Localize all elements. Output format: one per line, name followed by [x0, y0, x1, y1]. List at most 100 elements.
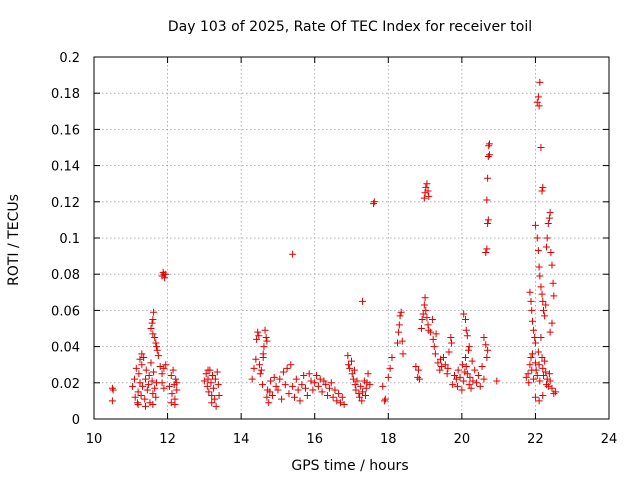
data-point [381, 395, 389, 403]
data-point [541, 357, 549, 365]
data-point [535, 361, 543, 369]
data-point [253, 335, 261, 343]
data-point [530, 326, 538, 334]
data-point [542, 243, 550, 251]
data-point [266, 388, 274, 396]
data-point [423, 314, 431, 322]
data-point [352, 386, 360, 394]
data-point [544, 382, 552, 390]
data-point [414, 366, 422, 374]
data-point [135, 370, 143, 378]
data-point [552, 388, 560, 396]
data-point [285, 390, 293, 398]
data-point [540, 306, 548, 314]
data-point [484, 153, 492, 161]
data-point [396, 312, 404, 320]
data-point [274, 386, 282, 394]
data-point [156, 363, 164, 371]
data-point [331, 386, 339, 394]
data-point [531, 359, 539, 367]
data-point [353, 377, 361, 385]
data-point [463, 370, 471, 378]
data-point [422, 306, 430, 314]
y-tick-label: 0.18 [51, 87, 80, 102]
data-point [203, 382, 211, 390]
data-point [473, 379, 481, 387]
data-point [434, 359, 442, 367]
x-tick-label: 10 [86, 432, 103, 447]
data-point [205, 388, 213, 396]
y-tick-label: 0.06 [51, 304, 80, 319]
data-point [395, 328, 403, 336]
data-point [270, 373, 278, 381]
data-point [150, 308, 158, 316]
data-point [384, 373, 392, 381]
y-axis-label: ROTI / TECUs [6, 194, 22, 286]
data-point [460, 377, 468, 385]
data-point [425, 326, 433, 334]
data-point [424, 187, 432, 195]
data-point [468, 357, 476, 365]
data-point [289, 382, 297, 390]
data-point [214, 381, 222, 389]
data-point [147, 359, 155, 367]
data-point [535, 263, 543, 271]
data-point [307, 377, 315, 385]
data-point [311, 379, 319, 387]
data-point [524, 370, 532, 378]
data-point [542, 368, 550, 376]
data-point [437, 355, 445, 363]
data-point [298, 381, 306, 389]
data-point [538, 353, 546, 361]
data-point [160, 384, 168, 392]
data-point [151, 334, 159, 342]
data-point [449, 381, 457, 389]
data-point [526, 361, 534, 369]
data-point [158, 379, 166, 387]
data-point [482, 248, 490, 256]
data-point [425, 192, 433, 200]
data-point [215, 391, 223, 399]
data-point [129, 382, 137, 390]
data-point [132, 364, 140, 372]
data-point [256, 361, 264, 369]
data-point [467, 384, 475, 392]
data-point [148, 319, 156, 327]
data-point [335, 390, 343, 398]
data-point [316, 375, 324, 383]
data-point [531, 339, 539, 347]
data-point [149, 330, 157, 338]
data-point [149, 315, 157, 323]
data-point [480, 334, 488, 342]
data-point [340, 401, 348, 409]
data-point [142, 402, 149, 410]
data-point [154, 352, 162, 360]
data-point [358, 397, 366, 405]
data-point [550, 390, 558, 398]
data-point [533, 234, 541, 242]
data-point [493, 377, 501, 385]
y-tick-label: 0.14 [51, 160, 80, 175]
data-point [483, 353, 491, 361]
data-point [528, 306, 536, 314]
data-point [545, 214, 553, 222]
data-point [548, 319, 556, 327]
data-point [527, 297, 535, 305]
data-point [158, 370, 166, 378]
data-point [263, 337, 271, 345]
data-point [359, 388, 367, 396]
data-point [453, 382, 461, 390]
data-point [533, 372, 541, 380]
data-point [137, 391, 145, 399]
data-point [539, 297, 547, 305]
data-point [109, 386, 117, 394]
data-point [292, 375, 300, 383]
data-point [534, 247, 542, 255]
data-point [350, 366, 358, 374]
data-point [338, 393, 346, 401]
data-point [417, 325, 425, 332]
data-point [540, 372, 548, 380]
data-point [546, 209, 554, 217]
data-point [452, 375, 460, 383]
data-point [543, 234, 551, 242]
